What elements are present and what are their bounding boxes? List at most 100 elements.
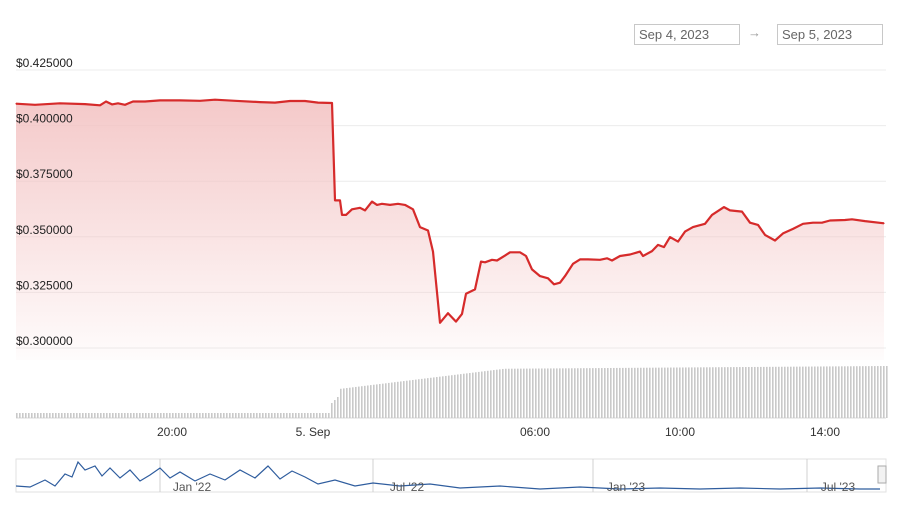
- volume-bar: [205, 413, 207, 418]
- volume-bar: [301, 413, 303, 418]
- volume-bar: [175, 413, 177, 418]
- volume-bar: [154, 413, 156, 418]
- volume-bar: [811, 366, 813, 418]
- price-point: [531, 268, 533, 270]
- volume-bar: [661, 367, 663, 418]
- date-range-from[interactable]: Sep 4, 2023: [634, 24, 740, 45]
- price-point: [564, 275, 566, 277]
- price-point: [802, 223, 804, 225]
- x-tick-label: 10:00: [665, 425, 695, 439]
- volume-bar: [325, 413, 327, 418]
- volume-bar: [754, 366, 756, 418]
- volume-bar: [583, 368, 585, 418]
- volume-bar: [697, 367, 699, 418]
- volume-bar: [259, 413, 261, 418]
- price-point: [412, 208, 414, 210]
- volume-bar: [493, 370, 495, 418]
- volume-bar: [241, 413, 243, 418]
- volume-bar: [97, 413, 99, 418]
- volume-bar: [274, 413, 276, 418]
- volume-bar: [874, 366, 876, 418]
- navigator-handle[interactable]: [877, 465, 887, 484]
- volume-bar: [379, 384, 381, 418]
- volume-bar: [76, 413, 78, 418]
- volume-bar: [352, 387, 354, 418]
- price-point: [339, 199, 341, 202]
- y-axis-labels: $0.300000 $0.325000 $0.350000 $0.375000 $0.4…: [16, 56, 73, 348]
- price-point: [289, 100, 291, 102]
- volume-bar: [49, 413, 51, 418]
- price-point: [371, 200, 373, 203]
- volume-bar: [283, 413, 285, 418]
- volume-bar: [82, 413, 84, 418]
- volume-bar: [598, 368, 600, 418]
- volume-bar: [496, 369, 498, 418]
- volume-bar: [706, 367, 708, 418]
- volume-bar: [280, 413, 282, 418]
- volume-bar: [526, 368, 528, 418]
- price-point: [559, 282, 561, 284]
- volume-bar: [160, 413, 162, 418]
- volume-bar: [112, 413, 114, 418]
- price-point: [397, 203, 399, 205]
- volume-bar: [217, 413, 219, 418]
- volume-bar: [856, 366, 858, 418]
- price-point: [599, 259, 601, 261]
- volume-bar: [262, 413, 264, 418]
- price-point: [883, 222, 885, 224]
- volume-bar: [106, 413, 108, 418]
- date-range-to[interactable]: Sep 5, 2023: [777, 24, 883, 45]
- price-point: [461, 313, 463, 315]
- y-tick-label: $0.300000: [16, 334, 73, 348]
- volume-bar: [211, 413, 213, 418]
- price-point: [663, 246, 665, 248]
- volume-bar: [19, 413, 21, 418]
- volume-bar: [685, 367, 687, 418]
- volume-bar: [334, 400, 336, 418]
- price-point: [491, 259, 493, 261]
- volume-bar: [769, 366, 771, 418]
- volume-bar: [343, 388, 345, 418]
- volume-bar: [595, 368, 597, 418]
- volume-bar: [745, 367, 747, 418]
- volume-bar: [34, 413, 36, 418]
- volume-bar: [532, 368, 534, 418]
- volume-bar: [415, 379, 417, 418]
- volume-bar: [469, 373, 471, 418]
- price-point: [539, 275, 541, 277]
- volume-bar: [694, 367, 696, 418]
- price-point: [606, 257, 608, 259]
- price-point: [504, 254, 506, 257]
- volume-bar: [796, 366, 798, 418]
- price-point: [274, 101, 276, 104]
- volume-bar: [256, 413, 258, 418]
- volume-bar: [310, 413, 312, 418]
- volume-bar: [688, 367, 690, 418]
- volume-bar: [133, 413, 135, 418]
- volume-bar: [589, 368, 591, 418]
- volume-bar: [166, 413, 168, 418]
- volume-bar: [760, 366, 762, 418]
- price-point: [572, 263, 574, 265]
- volume-bars: [16, 366, 888, 418]
- price-point: [341, 214, 343, 216]
- volume-bar: [85, 413, 87, 418]
- volume-bar: [184, 413, 186, 418]
- volume-bar: [757, 366, 759, 418]
- volume-bar: [640, 367, 642, 418]
- volume-bar: [424, 378, 426, 418]
- volume-bar: [91, 413, 93, 418]
- volume-bar: [838, 366, 840, 418]
- volume-bar: [139, 413, 141, 418]
- volume-bar: [529, 368, 531, 418]
- price-point: [376, 204, 378, 206]
- volume-bar: [655, 367, 657, 418]
- volume-bar: [22, 413, 24, 418]
- volume-bar: [553, 368, 555, 418]
- navigator[interactable]: Jan '22 Jul '22 Jan '23 Jul '23: [15, 458, 887, 494]
- volume-bar: [820, 366, 822, 418]
- volume-bar: [880, 366, 882, 418]
- volume-bar: [94, 413, 96, 418]
- volume-bar: [535, 368, 537, 418]
